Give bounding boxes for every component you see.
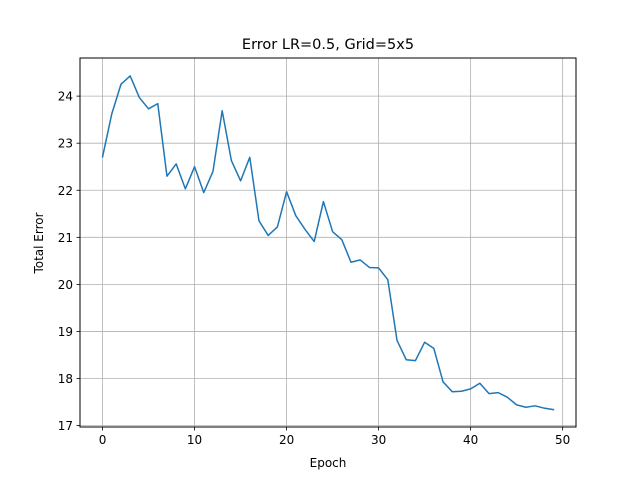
y-axis-ticks: 17 18 19 20 21 22 23 24 [58,90,80,433]
x-tick-label: 30 [371,433,386,447]
grid-lines [80,58,576,427]
y-tick-label: 23 [58,137,73,151]
y-tick-label: 20 [58,278,73,292]
y-axis-label: Total Error [32,212,46,274]
x-tick-label: 0 [99,433,107,447]
y-tick-label: 22 [58,184,73,198]
y-tick-label: 19 [58,325,73,339]
x-tick-label: 20 [279,433,294,447]
series-line [101,75,555,411]
series-layer [101,75,555,411]
x-tick-label: 10 [187,433,202,447]
x-axis-label: Epoch [310,456,347,470]
plot-frame [79,57,577,428]
y-tick-label: 24 [58,90,73,104]
plot-background [80,58,576,427]
x-tick-label: 40 [463,433,478,447]
x-axis-ticks: 0 10 20 30 40 50 [99,427,570,447]
x-tick-label: 50 [555,433,570,447]
y-tick-label: 18 [58,372,73,386]
chart-title: Error LR=0.5, Grid=5x5 [242,37,414,53]
y-tick-label: 21 [58,231,73,245]
y-tick-label: 17 [58,419,73,433]
